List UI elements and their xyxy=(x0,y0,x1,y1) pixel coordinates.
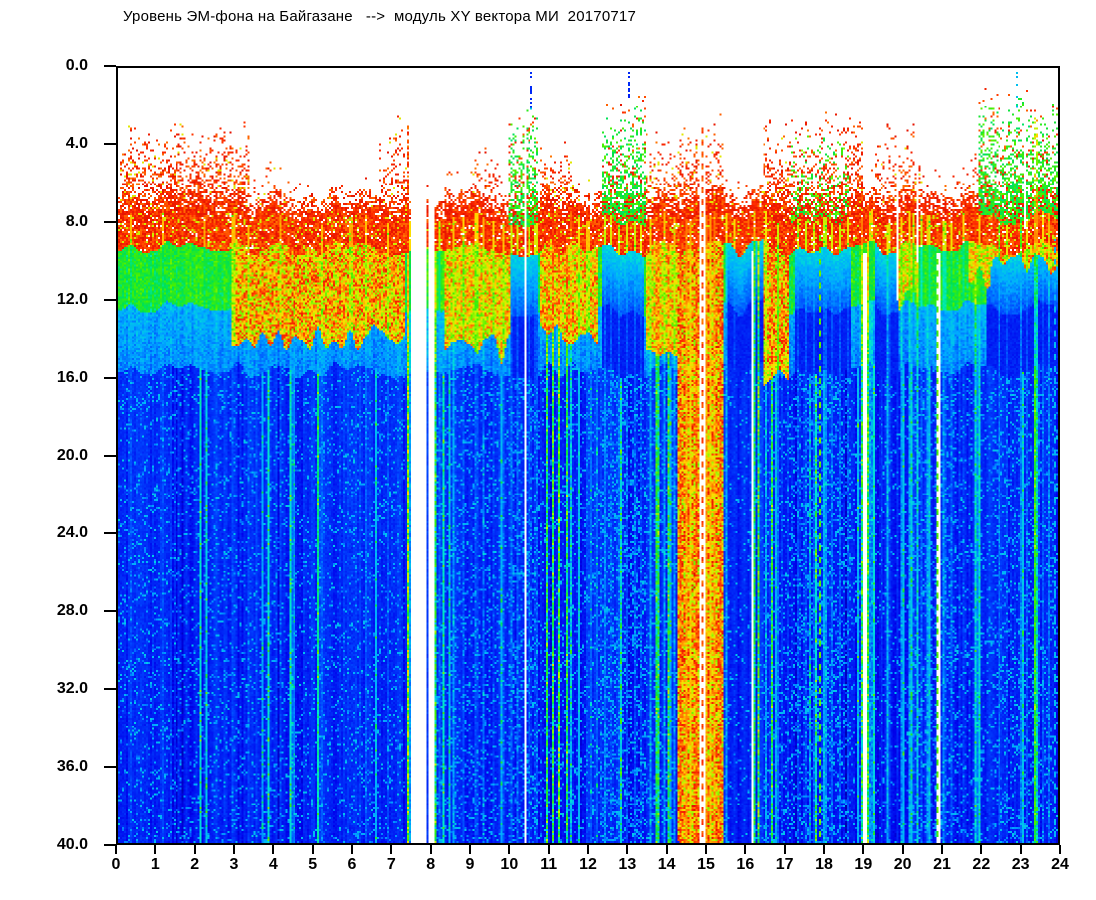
y-tick-mark xyxy=(104,532,116,535)
x-tick-mark xyxy=(901,845,904,854)
x-tick-mark xyxy=(508,845,511,854)
x-tick-label: 3 xyxy=(229,856,239,873)
x-tick-label: 20 xyxy=(893,856,912,873)
x-tick-mark xyxy=(547,845,550,854)
x-tick-label: 1 xyxy=(150,856,160,873)
x-tick-label: 15 xyxy=(697,856,715,873)
y-tick-label: 40.0 xyxy=(56,836,88,853)
y-tick-mark xyxy=(104,610,116,613)
x-tick-label: 7 xyxy=(386,856,396,873)
x-tick-mark xyxy=(823,845,825,854)
y-tick-label: 16.0 xyxy=(56,368,88,386)
x-tick-label: 19 xyxy=(854,856,873,873)
x-tick-label: 11 xyxy=(540,856,558,873)
chart-title: Уровень ЭМ-фона на Байгазане --> модуль … xyxy=(123,8,637,25)
x-tick-mark xyxy=(115,845,117,854)
x-tick-mark xyxy=(469,845,471,854)
x-tick-label: 21 xyxy=(933,856,951,873)
y-tick-label: 36.0 xyxy=(56,758,88,776)
y-tick-label: 0.0 xyxy=(65,57,88,74)
x-tick-label: 10 xyxy=(500,856,519,873)
y-tick-mark xyxy=(104,688,116,691)
x-tick-label: 18 xyxy=(815,856,833,873)
x-tick-label: 23 xyxy=(1011,856,1030,873)
x-tick-label: 6 xyxy=(347,856,357,873)
x-tick-mark xyxy=(626,845,629,854)
x-tick-mark xyxy=(193,845,196,854)
x-tick-label: 12 xyxy=(579,856,597,873)
x-tick-label: 2 xyxy=(190,856,200,873)
y-tick-mark xyxy=(104,298,116,301)
y-tick-label: 4.0 xyxy=(65,134,88,152)
x-tick-mark xyxy=(941,845,943,854)
x-tick-label: 22 xyxy=(972,856,991,873)
y-tick-mark xyxy=(104,454,116,457)
x-tick-label: 8 xyxy=(426,856,436,873)
y-tick-label: 12.0 xyxy=(56,290,88,308)
x-tick-mark xyxy=(862,845,865,854)
y-tick-mark xyxy=(104,142,116,145)
y-tick-mark xyxy=(104,65,116,67)
y-tick-label: 20.0 xyxy=(56,446,88,464)
x-tick-mark xyxy=(390,845,393,854)
x-tick-mark xyxy=(744,845,747,854)
x-tick-label: 0 xyxy=(111,856,121,873)
x-tick-mark xyxy=(1019,845,1022,854)
x-tick-mark xyxy=(980,845,983,854)
x-tick-mark xyxy=(705,845,707,854)
x-tick-label: 17 xyxy=(775,856,794,873)
y-tick-mark xyxy=(104,766,116,769)
x-tick-mark xyxy=(587,845,589,854)
y-tick-label: 28.0 xyxy=(56,602,88,620)
x-tick-label: 4 xyxy=(268,856,278,873)
x-tick-mark xyxy=(783,845,786,854)
x-tick-mark xyxy=(1059,845,1061,854)
x-tick-mark xyxy=(665,845,668,854)
x-tick-mark xyxy=(272,845,275,854)
x-tick-mark xyxy=(429,845,432,854)
y-tick-label: 24.0 xyxy=(56,524,88,542)
y-tick-label: 32.0 xyxy=(56,680,88,698)
y-tick-mark xyxy=(104,376,116,379)
x-tick-mark xyxy=(351,845,353,854)
x-tick-label: 24 xyxy=(1051,856,1069,873)
y-tick-mark xyxy=(104,220,116,223)
plot-area xyxy=(116,66,1060,845)
x-tick-label: 9 xyxy=(465,856,475,873)
x-tick-label: 13 xyxy=(618,856,637,873)
x-tick-label: 5 xyxy=(308,856,318,873)
spectrogram-heatmap xyxy=(118,68,1058,843)
x-tick-mark xyxy=(154,845,157,854)
x-tick-label: 16 xyxy=(736,856,755,873)
y-tick-mark xyxy=(104,844,116,846)
x-tick-mark xyxy=(311,845,314,854)
x-tick-mark xyxy=(233,845,235,854)
y-tick-label: 8.0 xyxy=(65,212,88,230)
x-tick-label: 14 xyxy=(657,856,676,873)
